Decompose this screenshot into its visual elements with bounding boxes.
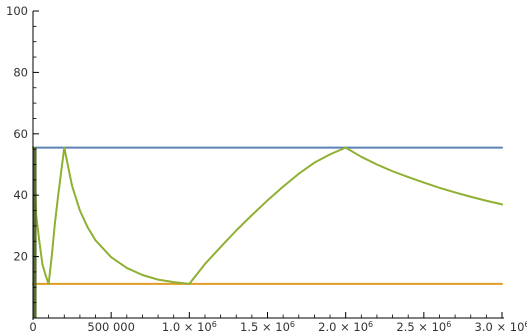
- y-tick-label: 60: [13, 127, 28, 141]
- y-tick-label: 100: [6, 4, 28, 18]
- x-tick-label: 3.0 × 106: [475, 320, 527, 334]
- plot-marks: [32, 146, 503, 318]
- series-line-2: [32, 146, 503, 285]
- y-tick-label: 80: [13, 65, 28, 79]
- x-tick-label: 2.0 × 106: [318, 320, 373, 334]
- y-tick-label: 20: [13, 250, 28, 264]
- x-tick-label: 2.5 × 106: [396, 320, 451, 334]
- x-tick-label: 1.0 × 106: [162, 320, 217, 334]
- axes: [32, 10, 504, 320]
- y-tick-label: 40: [13, 188, 28, 202]
- oscillation-band-0: [33, 147, 37, 318]
- x-tick-label: 1.5 × 106: [240, 320, 295, 334]
- x-tick-label: 500 000: [87, 320, 135, 334]
- x-tick-label: 0: [29, 320, 36, 334]
